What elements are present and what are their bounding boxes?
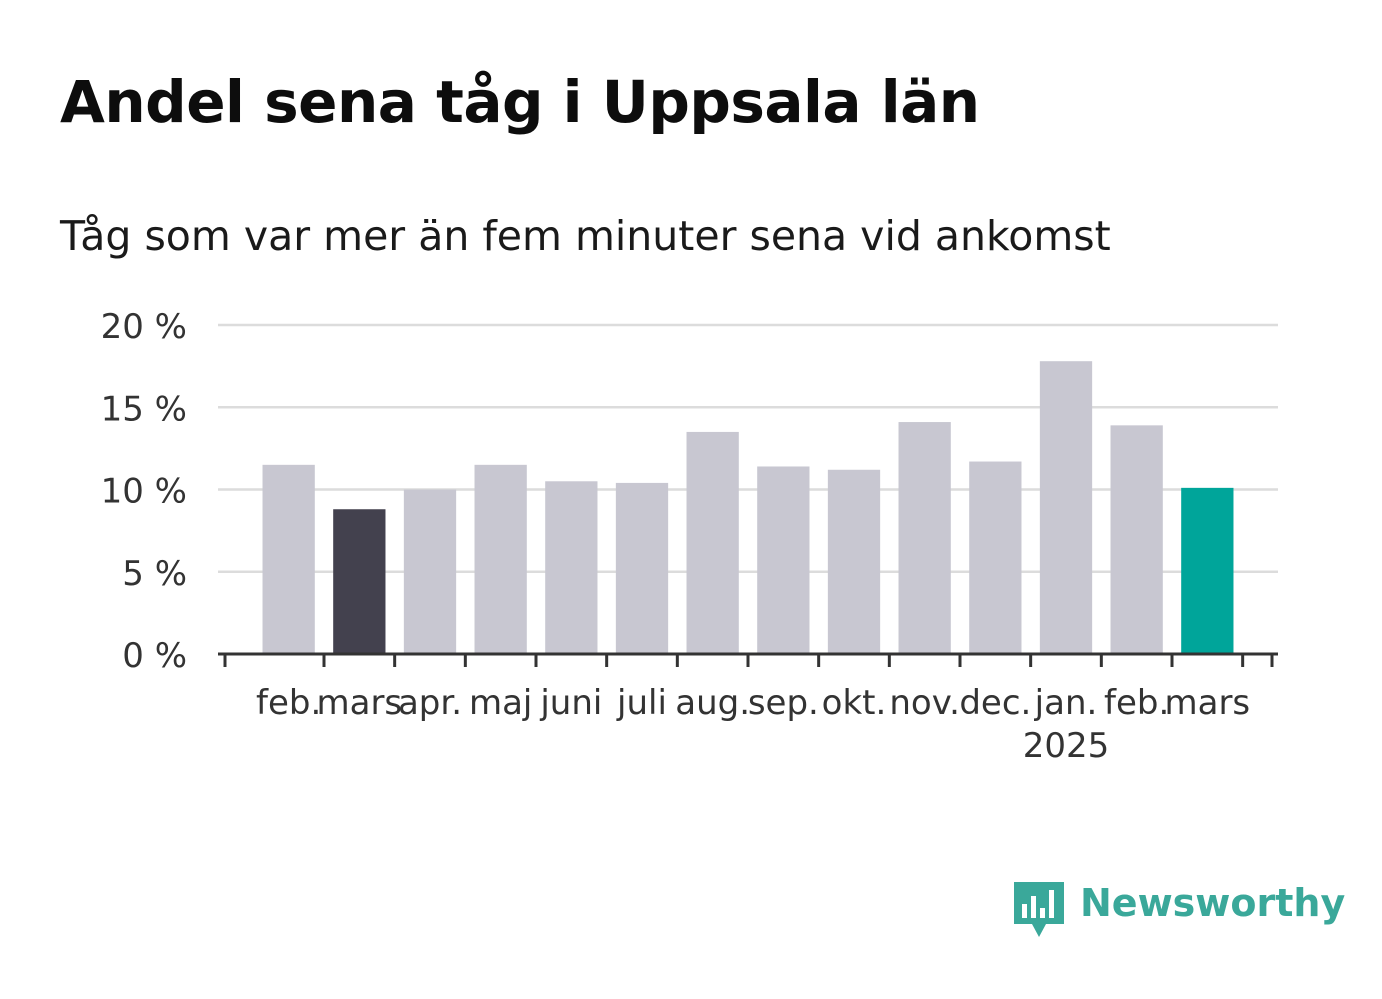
x-tick-label: mars: [317, 683, 403, 723]
x-tick-label: jan.: [1034, 683, 1098, 723]
y-tick-label: 10 %: [101, 472, 187, 512]
bar: [474, 464, 527, 654]
x-tick-label: juni: [539, 683, 602, 723]
x-tick-label: nov.: [889, 683, 960, 723]
y-tick-label: 0 %: [122, 636, 187, 676]
bar: [898, 422, 951, 654]
bars: [262, 361, 1234, 654]
bar: [827, 469, 881, 654]
x-tick-label: juli: [616, 683, 667, 723]
bar: [686, 431, 739, 654]
bar: [262, 464, 315, 654]
bar: [1110, 425, 1163, 654]
bar: [403, 489, 457, 654]
bar: [969, 461, 1022, 654]
y-tick-label: 15 %: [101, 389, 187, 429]
y-tick-label: 20 %: [101, 307, 187, 347]
x-tick-label: dec.: [959, 683, 1031, 723]
bar: [615, 482, 669, 654]
x-tick-label: apr.: [398, 683, 462, 723]
x-axis: [218, 652, 1278, 667]
x-tick-label: feb.: [256, 683, 321, 723]
x-tick-label: aug.: [675, 683, 750, 723]
x-tick-label: okt.: [822, 683, 887, 723]
x-tick-label: sep.: [748, 683, 819, 723]
gridlines: [218, 323, 1278, 573]
y-axis-tick-labels: 0 % 5 % 10 % 15 % 20 %: [101, 307, 187, 676]
x-tick-label: mars: [1165, 683, 1251, 723]
bar: [545, 481, 598, 654]
bar: [1039, 361, 1093, 654]
chart-title: Andel sena tåg i Uppsala län: [60, 68, 980, 136]
bar: [1181, 487, 1234, 654]
brand-name: Newsworthy: [1080, 881, 1346, 925]
x-tick-label: feb.: [1104, 683, 1169, 723]
x-tick-label: maj: [469, 683, 532, 723]
chart-subtitle: Tåg som var mer än fem minuter sena vid …: [60, 212, 1111, 260]
newsworthy-logo-icon: [1014, 882, 1064, 937]
newsworthy-brand: Newsworthy: [1012, 880, 1345, 940]
bar: [757, 466, 810, 654]
bar: [333, 509, 386, 654]
y-tick-label: 5 %: [122, 554, 187, 594]
x-tick-year-label: 2025: [1023, 726, 1110, 766]
